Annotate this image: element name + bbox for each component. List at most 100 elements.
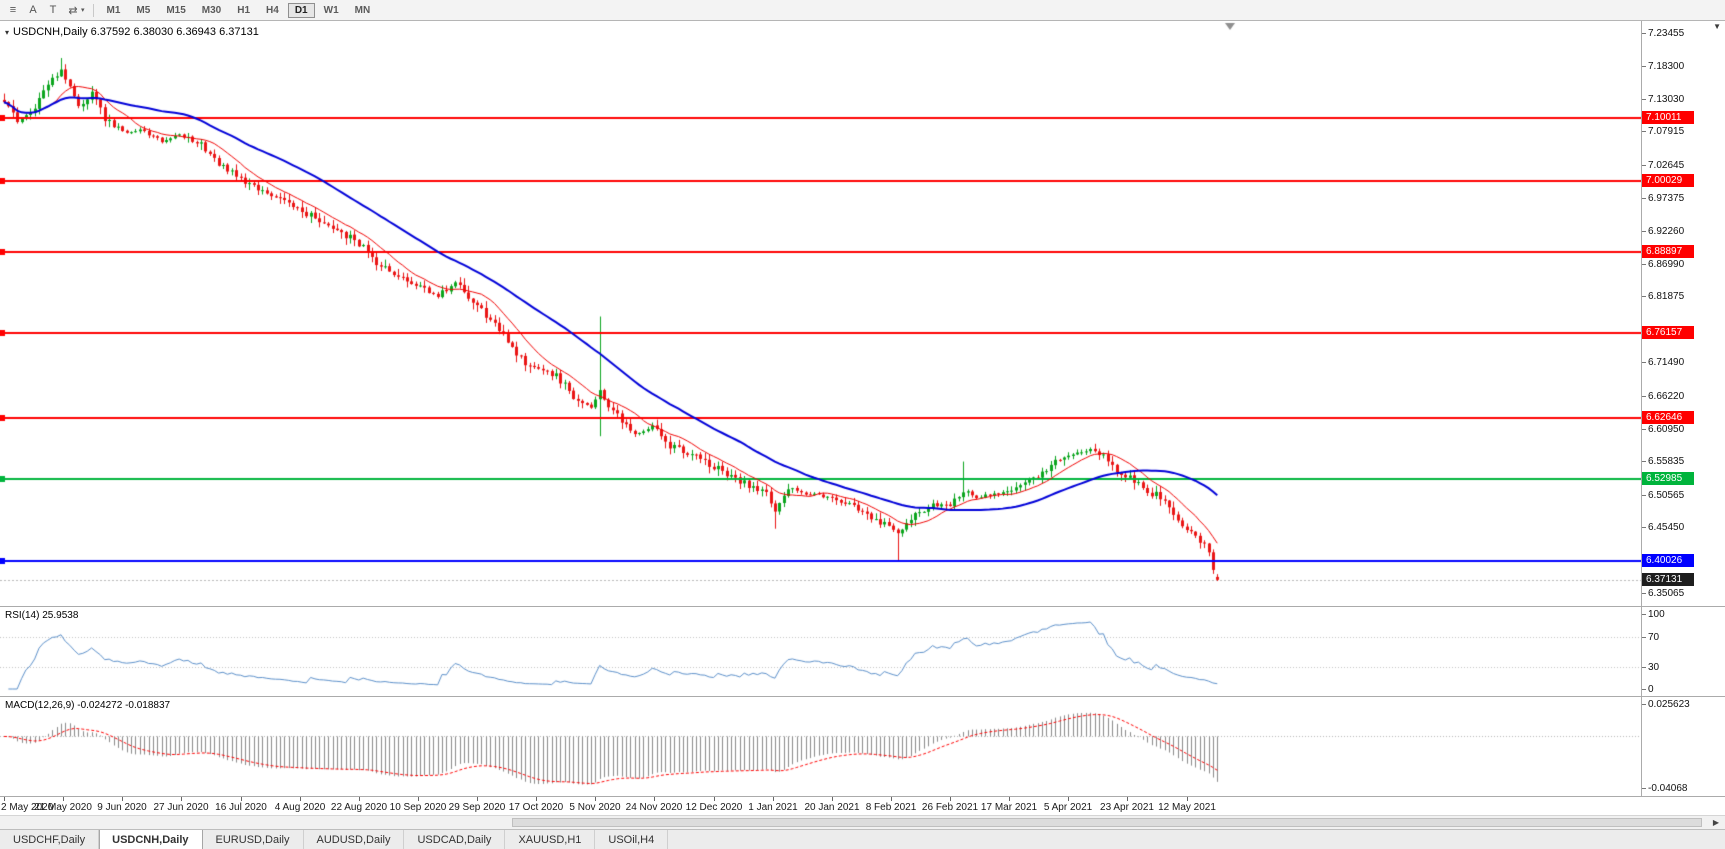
price-axis[interactable]: ▼ 7.23455 7.18300 7.13030 7.07915 7.02645 6.9… <box>1641 21 1724 606</box>
date-tick <box>536 797 537 801</box>
text-label-icon[interactable]: A <box>29 4 37 16</box>
chart-tab-eurusd[interactable]: EURUSD,Daily <box>202 830 304 849</box>
date-label: 2 May 2020 <box>1 802 54 813</box>
price-axis-label: 6.71490 <box>1648 357 1685 368</box>
timeframe-button-h1[interactable]: H1 <box>237 4 251 16</box>
date-tick <box>595 797 596 801</box>
price-axis-label: 6.81875 <box>1648 291 1685 302</box>
chart-tab-audusd[interactable]: AUDUSD,Daily <box>303 830 405 849</box>
date-tick <box>1068 797 1069 801</box>
date-tick <box>4 797 5 801</box>
timeframe-button-w1[interactable]: W1 <box>323 4 339 16</box>
toolbar-icons: ≡ A T ⇄ ▾ <box>3 2 88 19</box>
timeframe-button-mn[interactable]: MN <box>354 4 371 16</box>
price-axis-label: 6.86990 <box>1648 259 1685 270</box>
chart-tab-usoil[interactable]: USOil,H4 <box>595 830 669 849</box>
date-tick <box>1187 797 1188 801</box>
rsi-panel: RSI(14) 25.9538 100 70 30 0 <box>0 607 1725 697</box>
hline-price-label: 6.88897 <box>1642 245 1694 258</box>
price-tick <box>1642 396 1646 397</box>
rsi-tick <box>1642 637 1646 638</box>
price-tick <box>1642 33 1646 34</box>
price-tick <box>1642 362 1646 363</box>
horizontal-scrollbar[interactable]: ▶ <box>0 815 1725 829</box>
price-tick <box>1642 198 1646 199</box>
date-label: 17 Oct 2020 <box>508 802 564 813</box>
date-tick <box>122 797 123 801</box>
date-tick <box>181 797 182 801</box>
macd-axis[interactable]: 0.025623 -0.04068 <box>1641 697 1724 796</box>
date-tick <box>300 797 301 801</box>
date-label: 23 Apr 2021 <box>1100 802 1154 813</box>
date-tick <box>63 797 64 801</box>
date-tick <box>241 797 242 801</box>
scrollbar-thumb[interactable] <box>512 818 1702 827</box>
date-label: 9 Jun 2020 <box>97 802 147 813</box>
title-arrow-icon[interactable]: ▾ <box>5 27 10 37</box>
chart-tab-usdcad[interactable]: USDCAD,Daily <box>404 830 506 849</box>
rsi-canvas[interactable] <box>0 607 1641 696</box>
macd-tick <box>1642 788 1646 789</box>
chart-tabbar: USDCHF,Daily USDCNH,Daily EURUSD,Daily AUDU… <box>0 829 1725 849</box>
date-label: 5 Apr 2021 <box>1043 802 1093 813</box>
current-price-label: 6.37131 <box>1642 573 1694 586</box>
price-tick <box>1642 231 1646 232</box>
scroll-right-icon[interactable]: ▶ <box>1712 818 1720 827</box>
price-tick <box>1642 131 1646 132</box>
price-plot: ▾ USDCNH,Daily 6.37592 6.38030 6.36943 6… <box>0 21 1641 606</box>
chart-tab-usdcnh[interactable]: USDCNH,Daily <box>99 830 203 849</box>
price-tick <box>1642 495 1646 496</box>
template-icon[interactable]: T <box>49 4 57 16</box>
macd-canvas[interactable] <box>0 697 1641 796</box>
rsi-plot: RSI(14) 25.9538 <box>0 607 1641 696</box>
rsi-tick <box>1642 689 1646 690</box>
rsi-label: RSI(14) 25.9538 <box>5 610 79 621</box>
rsi-axis-label: 0 <box>1648 684 1654 695</box>
price-axis-label: 6.35065 <box>1648 588 1685 599</box>
toolbar-separator <box>92 3 94 17</box>
hline-price-label: 6.40026 <box>1642 554 1694 567</box>
date-tick <box>832 797 833 801</box>
timeframe-toolbar: M1 M5 M15 M30 H1 H4 D1 W1 MN <box>99 2 379 18</box>
price-tick <box>1642 527 1646 528</box>
date-tick <box>950 797 951 801</box>
date-axis[interactable]: 2 May 2020 21 May 2020 9 Jun 2020 27 Jun 20… <box>0 797 1725 815</box>
price-tick <box>1642 296 1646 297</box>
dropdown-caret-icon[interactable]: ▾ <box>81 7 85 14</box>
hline-price-label: 7.00029 <box>1642 174 1694 187</box>
date-tick <box>714 797 715 801</box>
timeframe-button-m1[interactable]: M1 <box>106 4 121 16</box>
date-label: 29 Sep 2020 <box>448 802 506 813</box>
timeframe-button-h4[interactable]: H4 <box>266 4 279 16</box>
macd-axis-label: -0.04068 <box>1648 783 1688 794</box>
chart-tab-usdchf[interactable]: USDCHF,Daily <box>0 830 100 849</box>
date-label: 27 Jun 2020 <box>153 802 209 813</box>
date-label: 22 Aug 2020 <box>330 802 388 813</box>
chart-title-text: USDCNH,Daily 6.37592 6.38030 6.36943 6.3… <box>13 26 259 38</box>
price-tick <box>1642 593 1646 594</box>
timeframe-button-m15[interactable]: M15 <box>166 4 186 16</box>
chart-list-icon[interactable]: ≡ <box>9 4 17 16</box>
timeframe-button-d1[interactable]: D1 <box>287 2 315 18</box>
rsi-axis-label: 100 <box>1648 609 1665 620</box>
date-label: 4 Aug 2020 <box>274 802 326 813</box>
macd-panel: MACD(12,26,9) -0.024272 -0.018837 0.0256… <box>0 697 1725 797</box>
date-tick <box>418 797 419 801</box>
date-tick <box>477 797 478 801</box>
price-chart-canvas[interactable] <box>0 21 1641 606</box>
price-axis-label: 6.66220 <box>1648 391 1685 402</box>
toolbar: ≡ A T ⇄ ▾ M1 M5 M15 M30 H1 H4 D1 W1 MN <box>0 0 1725 21</box>
date-label: 20 Jan 2021 <box>804 802 860 813</box>
price-axis-label: 6.55835 <box>1648 456 1685 467</box>
chart-tab-xauusd[interactable]: XAUUSD,H1 <box>505 830 596 849</box>
timeframe-button-m30[interactable]: M30 <box>201 4 222 16</box>
hline-price-label: 6.62646 <box>1642 411 1694 424</box>
price-axis-label: 7.23455 <box>1648 28 1685 39</box>
rsi-axis[interactable]: 100 70 30 0 <box>1641 607 1724 696</box>
macd-axis-label: 0.025623 <box>1648 699 1690 710</box>
axis-corner-triangle-icon[interactable]: ▼ <box>1713 22 1721 31</box>
hline-price-label: 6.76157 <box>1642 326 1694 339</box>
timeframe-button-m5[interactable]: M5 <box>136 4 151 16</box>
date-label: 12 Dec 2020 <box>685 802 743 813</box>
cycle-symbols-icon[interactable]: ⇄ <box>68 4 78 17</box>
